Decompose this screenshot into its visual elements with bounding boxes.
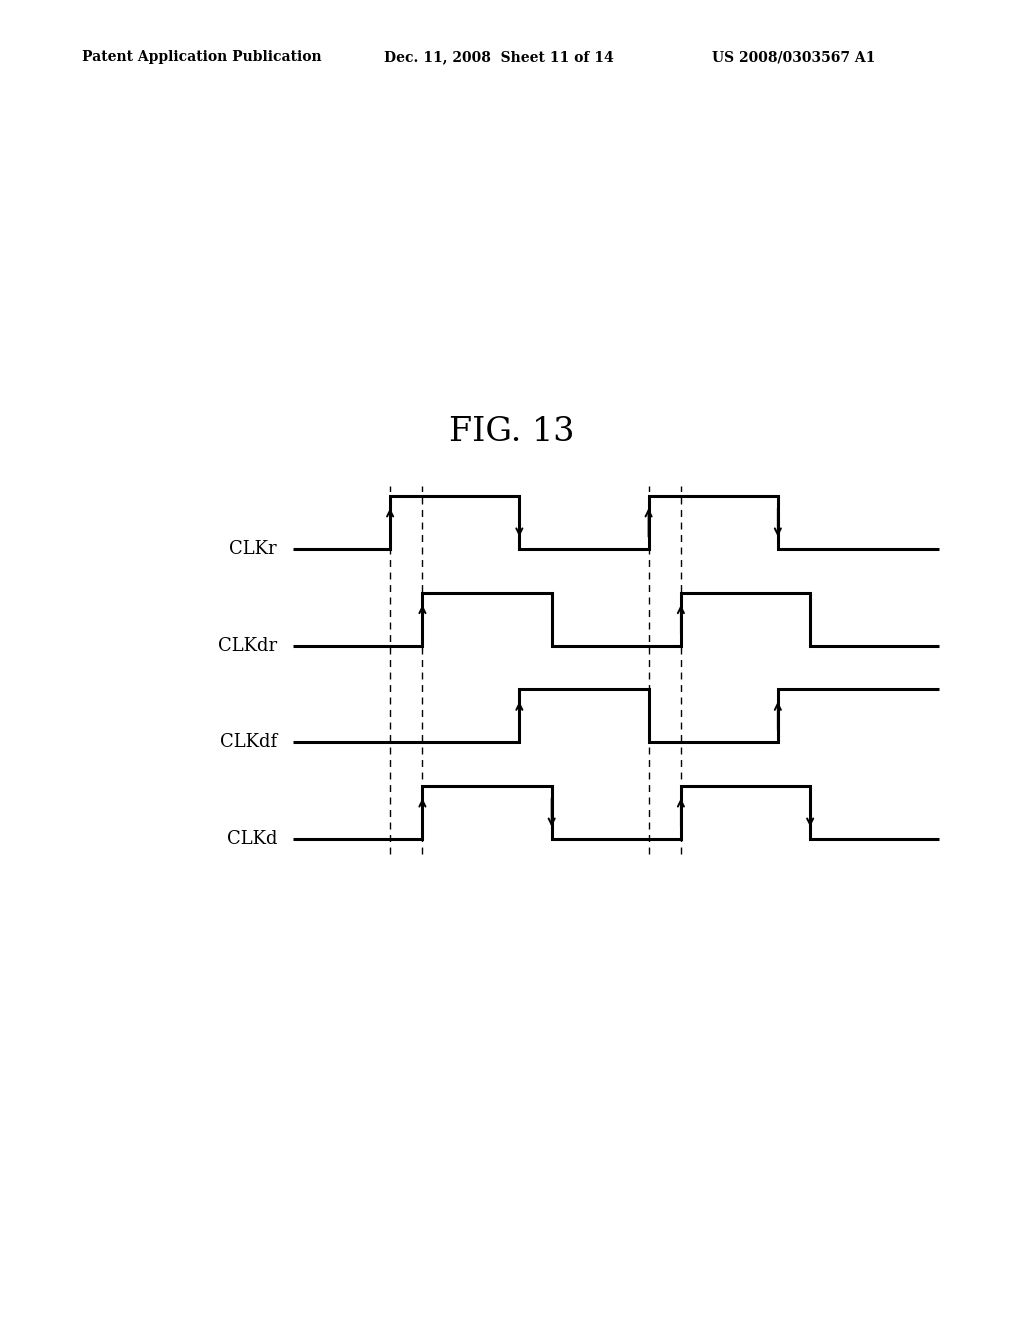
Text: Patent Application Publication: Patent Application Publication [82, 50, 322, 65]
Text: CLKr: CLKr [229, 540, 278, 558]
Text: US 2008/0303567 A1: US 2008/0303567 A1 [712, 50, 876, 65]
Text: FIG. 13: FIG. 13 [450, 416, 574, 447]
Text: CLKdr: CLKdr [218, 636, 278, 655]
Text: Dec. 11, 2008  Sheet 11 of 14: Dec. 11, 2008 Sheet 11 of 14 [384, 50, 613, 65]
Text: CLKdf: CLKdf [220, 734, 278, 751]
Text: CLKd: CLKd [226, 830, 278, 849]
